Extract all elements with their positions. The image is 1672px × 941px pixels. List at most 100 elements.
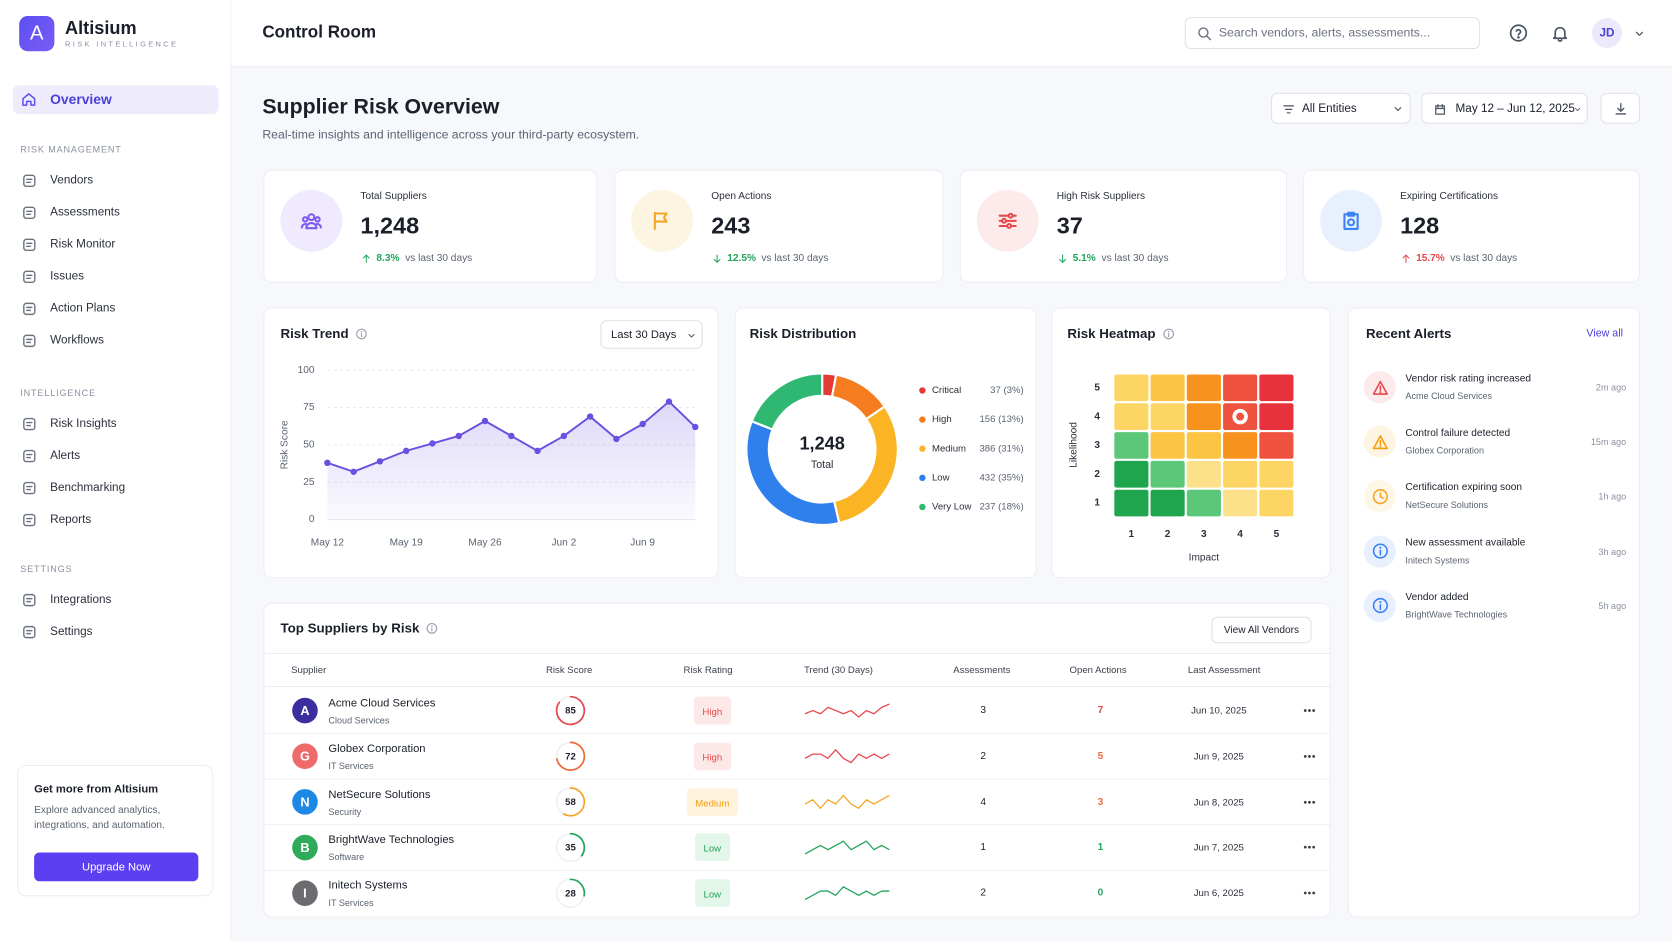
graphic[interactable] (1302, 749, 1317, 764)
alert-title[interactable]: New assessment available (1405, 536, 1526, 549)
supplier-name[interactable]: Globex Corporation (328, 742, 426, 756)
supplier-avatar (292, 880, 318, 907)
alert-title[interactable]: Control failure detected (1405, 427, 1511, 440)
supplier-initial: N (300, 794, 309, 809)
supplier-name[interactable]: BrightWave Technologies (328, 833, 455, 847)
icon-path (300, 222, 322, 230)
view-all-vendors-label: View All Vendors (1223, 624, 1300, 637)
graphic (22, 174, 35, 187)
supplier-avatar (292, 789, 318, 815)
user-avatar[interactable]: JD (1592, 18, 1622, 49)
last-assessment: Jun 10, 2025 (1191, 705, 1247, 716)
supplier-initial: I (303, 886, 307, 901)
icon-circle (1303, 800, 1307, 804)
search-box[interactable]: Search vendors, alerts, assessments... (1184, 17, 1481, 50)
graphic[interactable] (1302, 840, 1317, 855)
icon-path (1552, 26, 1568, 42)
nav-item[interactable]: Alerts (50, 449, 81, 462)
score-ring (569, 878, 586, 897)
supplier-name[interactable]: NetSecure Solutions (328, 787, 431, 801)
graphic (1635, 31, 1643, 36)
icon-circle (1303, 846, 1307, 849)
heatmap-cell (1186, 460, 1221, 488)
kpi-label: High Risk Suppliers (1056, 190, 1146, 203)
icon-rect (22, 417, 35, 430)
download-button[interactable] (1600, 92, 1641, 124)
assessments-count: 4 (980, 795, 986, 808)
nav-item[interactable]: Benchmarking (50, 481, 126, 494)
trend-sparkline (804, 794, 890, 809)
score-ring (562, 787, 586, 817)
icon-circle (1517, 36, 1520, 39)
nav-item[interactable]: Workflows (50, 333, 105, 347)
nav-section-title: RISK MANAGEMENT (20, 144, 122, 155)
nav-item[interactable]: Risk Monitor (50, 237, 116, 251)
alert-title[interactable]: Certification expiring soon (1405, 482, 1522, 494)
y-tick-label: 3 (1094, 440, 1100, 451)
table-title: Top Suppliers by Risk (280, 620, 420, 636)
score-value: 28 (565, 888, 576, 899)
icon-path (1574, 107, 1580, 111)
heatmap-cell (1114, 403, 1149, 430)
icon-path (25, 178, 32, 183)
range-dropdown[interactable]: Last 30 Days (600, 320, 703, 349)
icon-rect (22, 449, 35, 462)
graphic (1615, 103, 1627, 115)
supplier-name[interactable]: Acme Cloud Services (328, 696, 436, 710)
point (534, 447, 541, 455)
heatmap-cell (1223, 489, 1258, 517)
kpi-icon-bg (1320, 189, 1382, 252)
graphic[interactable] (1302, 794, 1317, 809)
upgrade-label: Upgrade Now (81, 860, 151, 874)
supplier-name[interactable]: Initech Systems (328, 879, 408, 893)
kpi-value: 1,248 (360, 212, 420, 239)
icon-path (25, 597, 32, 602)
kpi-value: 128 (1400, 212, 1440, 239)
column-header: Trend (30 Days) (804, 664, 873, 676)
upgrade-button[interactable]: Upgrade Now (34, 852, 199, 882)
page-subtitle: Real-time insights and intelligence acro… (262, 129, 640, 142)
x-tick-label: Jun 9 (630, 538, 655, 549)
icon-path (25, 274, 32, 279)
trend-sparkline (804, 703, 890, 718)
heatmap-marker (1232, 408, 1248, 425)
nav-item[interactable]: Vendors (50, 173, 94, 187)
trend-sparkline (804, 749, 890, 764)
icon-path (25, 629, 32, 634)
rating-pill: Low (694, 833, 730, 862)
icon-circle (1308, 754, 1311, 758)
nav-item[interactable]: Overview (50, 91, 112, 108)
nav-item[interactable]: Integrations (50, 593, 112, 606)
brand-tagline: RISK INTELLIGENCE (65, 41, 179, 49)
legend-label: Critical (932, 385, 961, 396)
icon-path (1394, 107, 1402, 111)
nav-item[interactable]: Assessments (50, 205, 120, 219)
kpi-label: Expiring Certifications (1400, 190, 1499, 203)
header-rule (264, 686, 1332, 688)
promo-text: Explore advanced analytics, integrations… (34, 804, 165, 832)
last-assessment: Jun 8, 2025 (1193, 796, 1244, 808)
view-all-link[interactable]: View all (1586, 328, 1623, 340)
icon-path (25, 242, 32, 247)
icon-circle (1372, 488, 1388, 505)
view-all-vendors-button[interactable]: View All Vendors (1211, 616, 1312, 644)
nav-item[interactable]: Action Plans (50, 301, 116, 315)
point (560, 432, 568, 440)
score-ring (555, 695, 586, 726)
graphic (22, 449, 35, 462)
y-tick-label: 100 (298, 365, 315, 376)
nav-item[interactable]: Reports (50, 513, 92, 526)
alert-title[interactable]: Vendor added (1405, 591, 1469, 604)
y-tick-label: 2 (1094, 469, 1100, 480)
nav-item[interactable]: Risk Insights (50, 417, 117, 430)
graphic[interactable] (1302, 703, 1317, 718)
nav-item[interactable]: Settings (50, 625, 93, 639)
graphic[interactable] (1302, 886, 1317, 901)
alert-time: 3h ago (1598, 545, 1627, 557)
y-tick-label: 4 (1094, 411, 1100, 422)
entity-filter[interactable]: All Entities (1271, 92, 1411, 124)
nav-item[interactable]: Issues (50, 269, 85, 283)
date-filter[interactable]: May 12 – Jun 12, 2025 (1421, 92, 1588, 124)
alert-title[interactable]: Vendor risk rating increased (1405, 372, 1531, 385)
heatmap-cell (1223, 403, 1258, 430)
